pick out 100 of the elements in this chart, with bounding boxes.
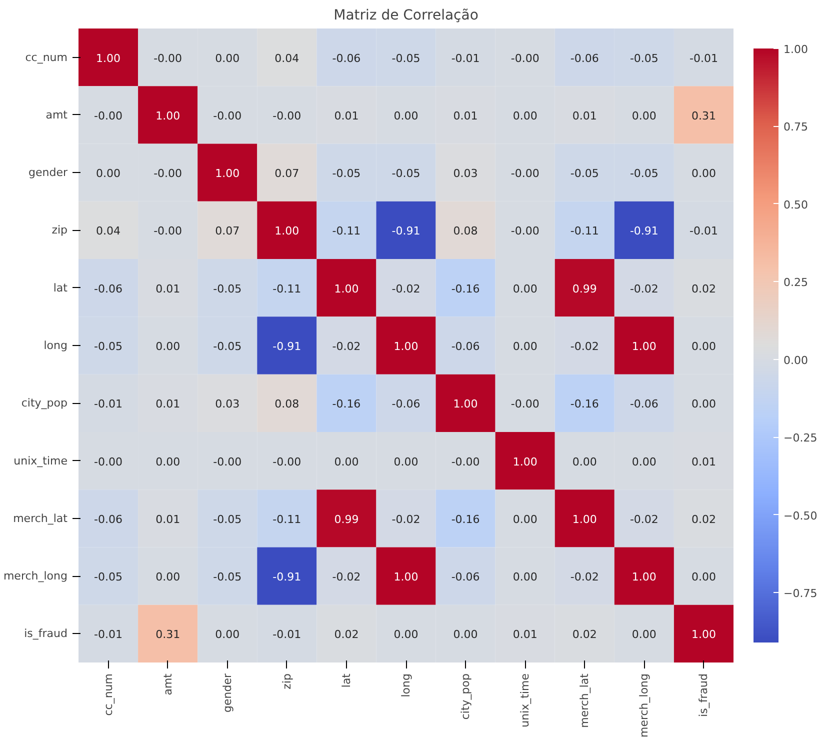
y-tick-label: unix_time [14,454,68,468]
data-label: 0.07 [215,224,240,238]
data-label: -0.05 [392,167,420,180]
y-tick-label: gender [28,166,68,180]
data-label: 0.00 [691,570,716,584]
data-label: -0.02 [570,570,599,584]
data-label: 0.03 [215,398,240,411]
data-label: -0.06 [570,52,599,65]
data-label: 0.01 [572,109,597,122]
data-label: 0.00 [334,455,359,468]
data-label: 1.00 [96,52,121,65]
data-label: -0.16 [332,398,361,411]
data-label: -0.05 [570,167,599,180]
data-label: 0.01 [334,109,359,122]
data-label: 1.00 [394,340,418,353]
data-label: -0.06 [94,282,123,296]
data-label: 0.02 [334,628,359,642]
data-label: -0.05 [213,512,242,526]
data-label: 0.08 [453,224,478,238]
color-bar-label: 0.00 [784,354,808,367]
data-label: 0.00 [572,455,597,468]
data-label: 0.00 [632,628,656,642]
x-tick-label: merch_long [638,673,651,738]
data-label: -0.01 [689,52,718,65]
data-label: -0.11 [570,224,599,238]
data-label: -0.05 [392,52,420,65]
x-tick-label: cc_num [102,673,115,716]
data-label: -0.05 [630,52,658,65]
data-label: -0.02 [630,512,658,526]
data-label: -0.02 [630,282,658,296]
data-label: 0.00 [512,512,538,526]
data-label: 0.99 [334,512,359,526]
data-label: -0.01 [94,628,123,642]
data-label: -0.05 [332,167,361,180]
data-label: 0.04 [274,52,300,65]
data-label: 0.00 [691,167,716,180]
data-label: -0.91 [272,340,302,353]
data-label: -0.02 [392,282,420,296]
x-tick-label: is_fraud [697,673,710,717]
color-bar-label: 0.50 [784,198,808,212]
data-label: 0.07 [274,167,300,180]
data-label: 0.00 [512,570,538,584]
y-tick-label: amt [46,108,68,122]
data-label: -0.01 [689,224,718,238]
x-tick-label: zip [280,673,294,690]
data-label: 0.01 [156,282,180,296]
data-label: 0.02 [691,512,716,526]
data-label: -0.06 [630,398,658,411]
color-bar-label: −0.50 [784,509,818,522]
data-label: -0.00 [510,167,540,180]
x-tick-label: lat [340,672,353,688]
x-tick-label: merch_lat [578,672,592,728]
data-label: -0.00 [154,52,182,65]
data-label: 0.01 [453,109,478,122]
data-label: -0.02 [332,340,361,353]
x-tick-label: amt [161,672,174,696]
data-label: -0.05 [213,340,242,353]
data-label: -0.01 [94,398,123,411]
data-label: -0.16 [451,282,480,296]
data-label: -0.05 [630,167,658,180]
data-label: 0.01 [512,628,538,642]
data-label: 0.00 [632,109,656,122]
data-label: 1.00 [274,224,300,238]
data-label: 0.00 [453,628,478,642]
x-tick-label: city_pop [459,673,472,720]
data-label: -0.00 [510,52,540,65]
data-label: -0.16 [451,512,480,526]
color-bar-label: 0.75 [784,120,808,134]
data-label: 0.00 [215,628,240,642]
data-label: -0.00 [272,109,302,122]
data-label: 0.00 [215,52,240,65]
x-tick-label: long [400,673,412,698]
data-label: -0.01 [451,52,480,65]
y-tick-label: cc_num [25,50,68,64]
data-label: -0.06 [451,570,480,584]
data-label: 0.00 [512,109,538,122]
data-label: -0.11 [332,224,361,238]
data-label: -0.02 [332,570,361,584]
data-label: -0.05 [94,340,123,353]
data-label: 0.02 [691,282,716,296]
data-label: 0.00 [394,455,418,468]
data-label: -0.91 [272,570,302,584]
data-label: 0.00 [96,167,121,180]
color-bar-label: −0.75 [784,587,818,600]
data-label: 1.00 [691,628,716,642]
data-label: -0.06 [332,52,361,65]
y-tick-label: merch_long [3,570,68,583]
data-label: -0.00 [94,109,123,122]
data-label: 0.01 [156,512,180,526]
data-label: 0.31 [691,109,716,122]
data-label: 0.00 [394,109,418,122]
data-label: 0.00 [394,628,418,642]
data-label: -0.00 [272,455,302,468]
data-label: 0.00 [691,340,716,353]
data-label: 0.99 [572,282,597,296]
data-label: -0.00 [213,455,242,468]
data-label: 0.02 [572,628,597,642]
x-tick-label: unix_time [518,673,532,728]
data-label: -0.11 [272,512,302,526]
data-label: -0.00 [510,224,540,238]
